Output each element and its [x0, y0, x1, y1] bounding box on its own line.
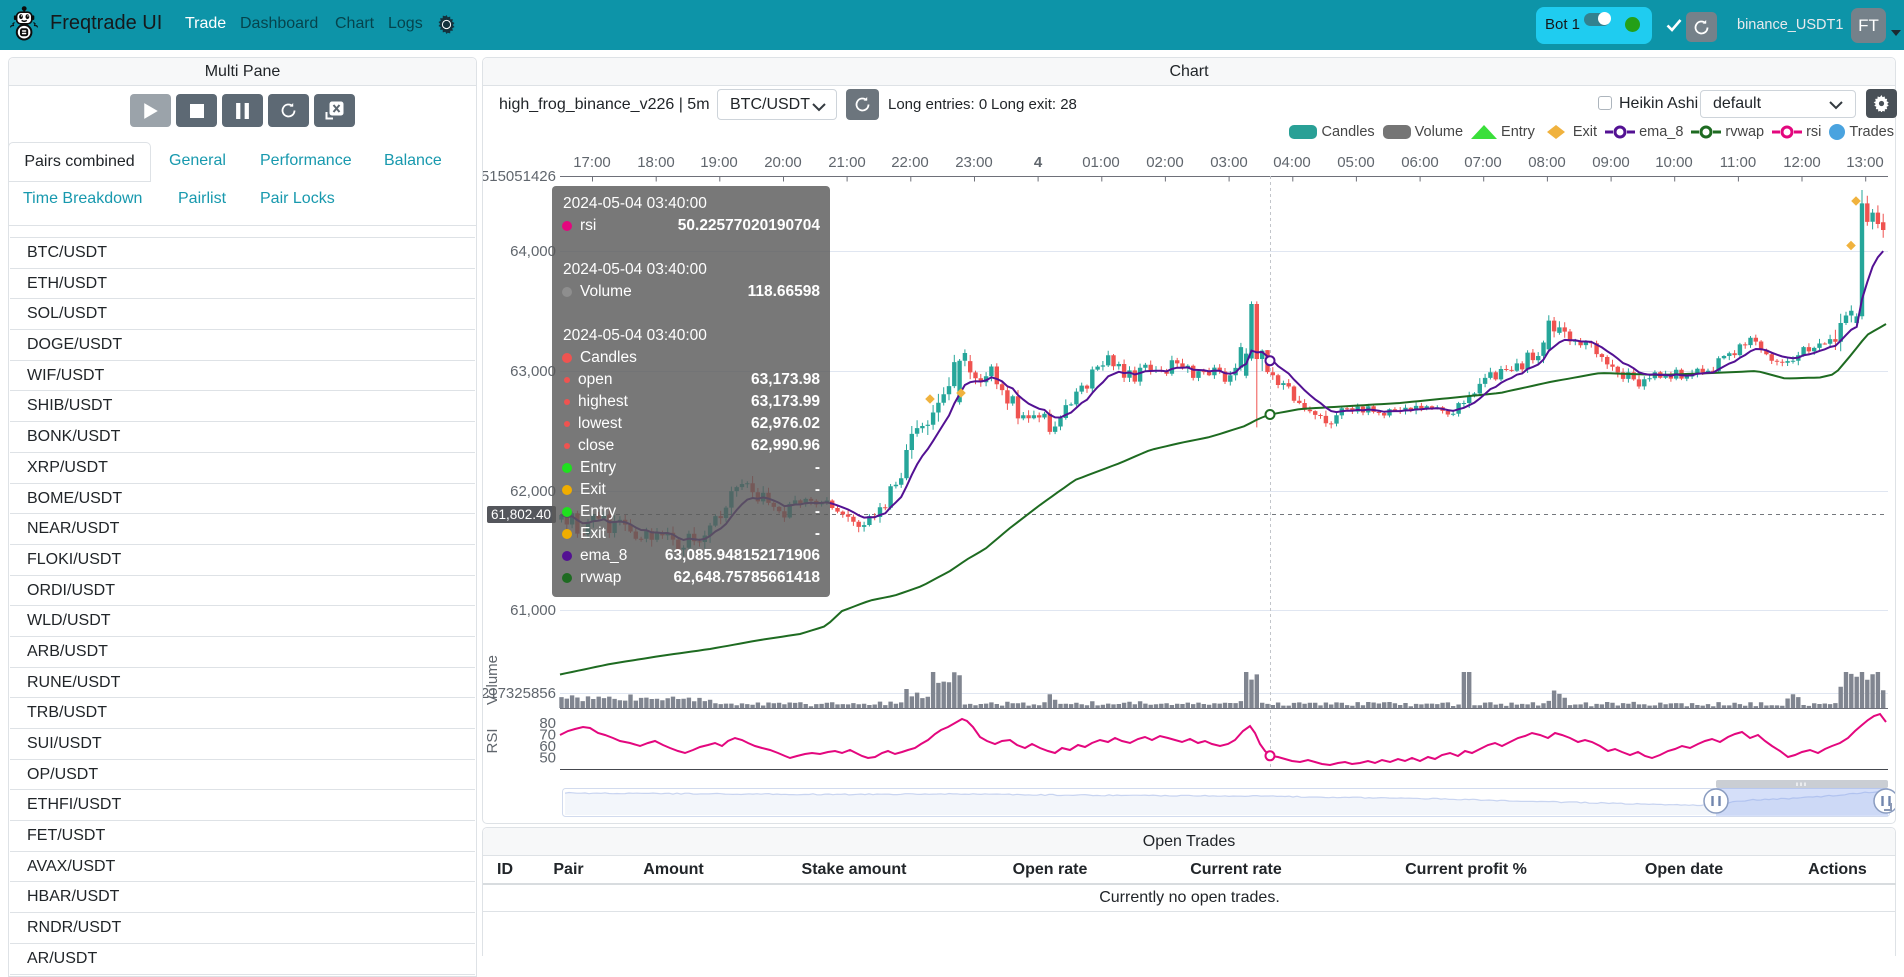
svg-text:61,000: 61,000 [510, 602, 556, 619]
svg-text:19:00: 19:00 [700, 154, 738, 171]
svg-text:4: 4 [1034, 154, 1043, 171]
svg-text:03:00: 03:00 [1210, 154, 1248, 171]
svg-text:06:00: 06:00 [1401, 154, 1439, 171]
svg-text:07:00: 07:00 [1464, 154, 1502, 171]
svg-text:515051426: 515051426 [483, 168, 556, 185]
svg-text:64,000: 64,000 [510, 243, 556, 260]
svg-text:22:00: 22:00 [891, 154, 929, 171]
svg-text:Volume: Volume [484, 655, 501, 705]
svg-text:10:00: 10:00 [1655, 154, 1693, 171]
svg-text:61,802.40: 61,802.40 [491, 507, 551, 522]
svg-text:02:00: 02:00 [1146, 154, 1184, 171]
svg-text:11:00: 11:00 [1720, 154, 1756, 171]
svg-text:60: 60 [539, 738, 556, 755]
svg-text:17:00: 17:00 [573, 154, 611, 171]
svg-text:23:00: 23:00 [955, 154, 993, 171]
svg-text:05:00: 05:00 [1337, 154, 1375, 171]
svg-text:62,000: 62,000 [510, 483, 556, 500]
svg-text:18:00: 18:00 [637, 154, 675, 171]
svg-text:12:00: 12:00 [1783, 154, 1821, 171]
svg-text:80: 80 [539, 715, 556, 732]
svg-text:21:00: 21:00 [828, 154, 866, 171]
svg-text:13:00: 13:00 [1846, 154, 1884, 171]
svg-text:20:00: 20:00 [764, 154, 802, 171]
svg-text:50: 50 [539, 750, 556, 767]
svg-text:217325856: 217325856 [483, 685, 556, 702]
svg-text:RSI: RSI [484, 728, 501, 753]
svg-text:63,000: 63,000 [510, 363, 556, 380]
svg-text:09:00: 09:00 [1592, 154, 1630, 171]
svg-text:70: 70 [539, 727, 556, 744]
svg-text:08:00: 08:00 [1528, 154, 1566, 171]
svg-text:04:00: 04:00 [1273, 154, 1311, 171]
svg-text:01:00: 01:00 [1082, 154, 1120, 171]
